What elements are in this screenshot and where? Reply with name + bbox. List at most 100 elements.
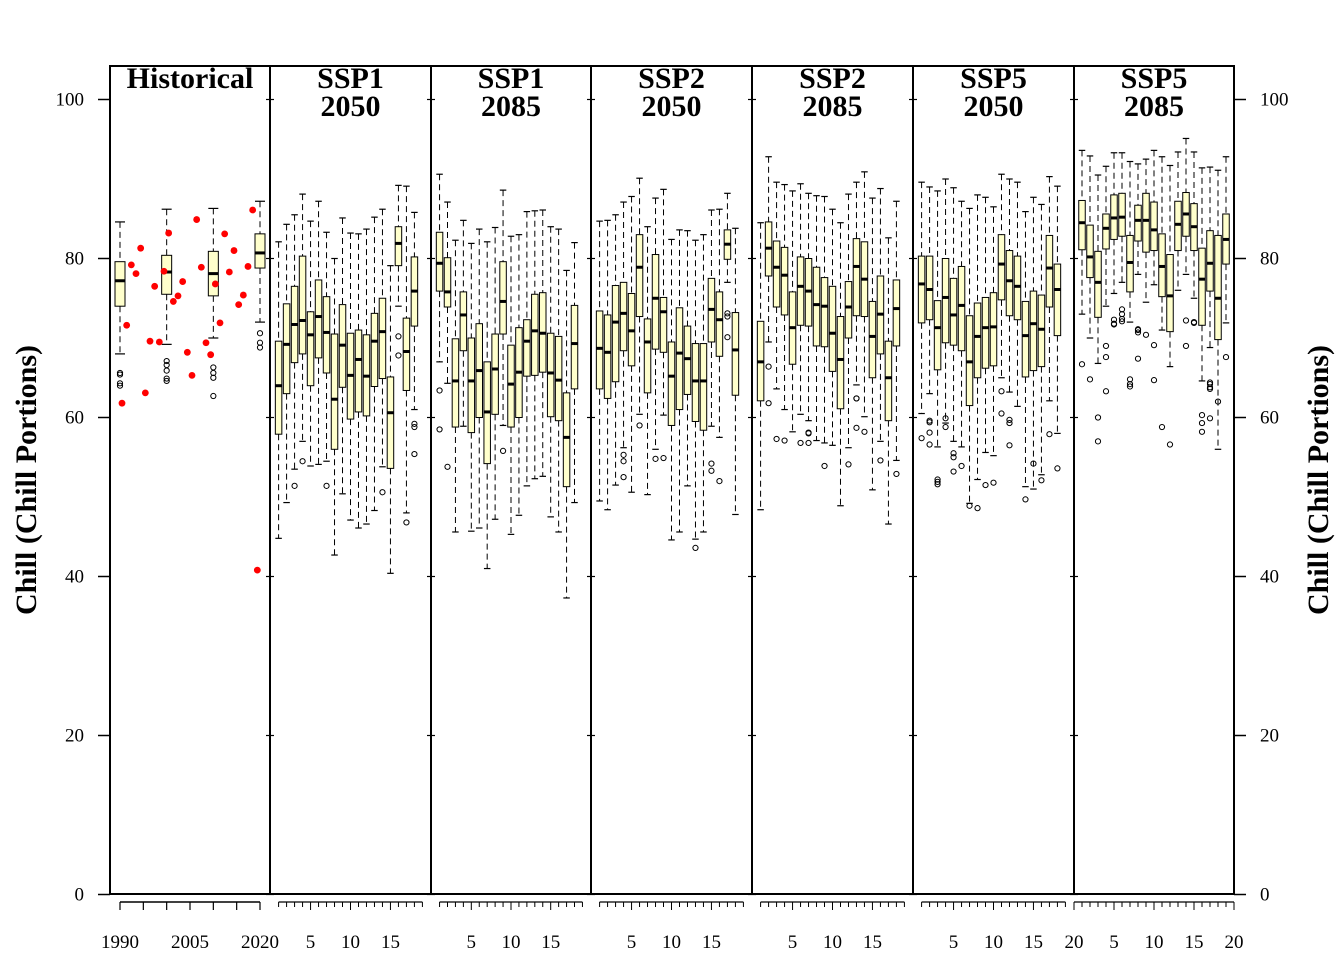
box	[354, 329, 363, 413]
x-tick-label: 15	[1185, 932, 1204, 953]
outlier-point	[1126, 381, 1134, 388]
box	[274, 340, 283, 435]
outlier-point	[958, 462, 965, 470]
box	[378, 297, 387, 380]
box	[298, 255, 307, 355]
panel-title-line: SSP2	[799, 62, 866, 95]
box	[161, 254, 173, 295]
outlier-point	[950, 450, 957, 457]
observed-point	[230, 247, 238, 254]
outlier-point	[724, 310, 731, 317]
y-tick-label-right: 60	[1260, 408, 1279, 429]
y-tick-label-left: 40	[65, 567, 84, 588]
box	[1142, 192, 1150, 253]
outlier-point	[116, 382, 124, 389]
box	[451, 338, 460, 428]
outlier-point	[724, 313, 731, 320]
observed-point	[155, 338, 163, 346]
box	[1045, 234, 1054, 308]
panel-title-line: SSP5	[960, 62, 1027, 95]
x-tick-label: 5	[788, 932, 798, 953]
box	[611, 285, 620, 383]
outlier-point	[1126, 383, 1134, 390]
outlier-point	[411, 423, 418, 431]
box	[523, 319, 531, 377]
box	[675, 307, 684, 411]
box	[957, 265, 966, 352]
panel-title-line: 2050	[964, 90, 1024, 123]
outlier-point	[926, 429, 933, 436]
outlier-point	[1094, 438, 1102, 445]
box	[1134, 204, 1142, 242]
observed-point	[141, 389, 149, 397]
box	[619, 281, 628, 352]
observed-point	[211, 280, 219, 288]
box	[667, 341, 676, 426]
box	[828, 285, 837, 372]
box	[459, 291, 468, 352]
y-tick-label-right: 80	[1260, 249, 1279, 270]
observed-point	[151, 282, 159, 290]
outlier-point	[256, 344, 264, 351]
outlier-point	[210, 392, 217, 400]
x-tick-label: 5	[1109, 932, 1119, 953]
box	[570, 304, 579, 390]
outlier-point	[918, 435, 925, 442]
outlier-point	[1054, 465, 1061, 472]
panel-title-line: SSP1	[317, 62, 384, 95]
x-tick-label: 5	[306, 932, 316, 953]
box	[1094, 250, 1102, 318]
box	[1198, 247, 1206, 326]
outlier-point	[1166, 441, 1174, 448]
outlier-point	[116, 380, 124, 387]
box	[1005, 250, 1014, 317]
box	[1118, 192, 1126, 237]
box	[1150, 201, 1158, 252]
box	[546, 332, 555, 418]
outlier-point	[116, 371, 124, 378]
panel-title: SSP5 2050	[960, 62, 1027, 123]
outlier-point	[1150, 377, 1158, 384]
outlier-point	[716, 478, 723, 485]
outlier-point	[1110, 321, 1118, 328]
outlier-point	[934, 478, 941, 485]
y-tick-label-left: 0	[75, 885, 85, 906]
box	[1086, 224, 1094, 279]
outlier-point	[708, 467, 715, 474]
x-tick-label: 15	[1024, 932, 1043, 953]
outlier-point	[805, 439, 812, 447]
outlier-point	[379, 489, 386, 496]
box	[852, 238, 861, 317]
box	[370, 312, 379, 387]
box	[531, 293, 539, 376]
observed-point	[244, 263, 252, 270]
box	[386, 376, 395, 469]
observed-point	[118, 399, 126, 407]
x-tick-label: 15	[863, 932, 882, 953]
y-tick-label-left: 60	[65, 408, 84, 429]
box	[949, 277, 958, 346]
outlier-point	[1142, 331, 1150, 338]
panel-title-line: 2085	[1124, 90, 1184, 123]
box	[1029, 290, 1038, 372]
outlier-point	[1006, 442, 1013, 449]
outlier-point	[1094, 414, 1102, 421]
outlier-point	[990, 479, 997, 486]
box	[443, 257, 452, 308]
x-tick-label: 2020	[241, 932, 279, 953]
outlier-point	[291, 482, 298, 489]
box	[1214, 234, 1222, 341]
outlier-point	[861, 428, 868, 435]
outlier-point	[724, 334, 731, 341]
panel-title: SSP1 2050	[317, 62, 384, 123]
outlier-point	[210, 374, 217, 381]
box	[1166, 254, 1174, 333]
outlier-point	[934, 481, 941, 488]
box	[731, 312, 740, 396]
outlier-point	[210, 364, 217, 371]
outlier-point	[1102, 342, 1110, 350]
outlier-point	[403, 519, 410, 526]
box	[1053, 263, 1062, 337]
box	[780, 246, 789, 316]
box	[1037, 294, 1046, 368]
